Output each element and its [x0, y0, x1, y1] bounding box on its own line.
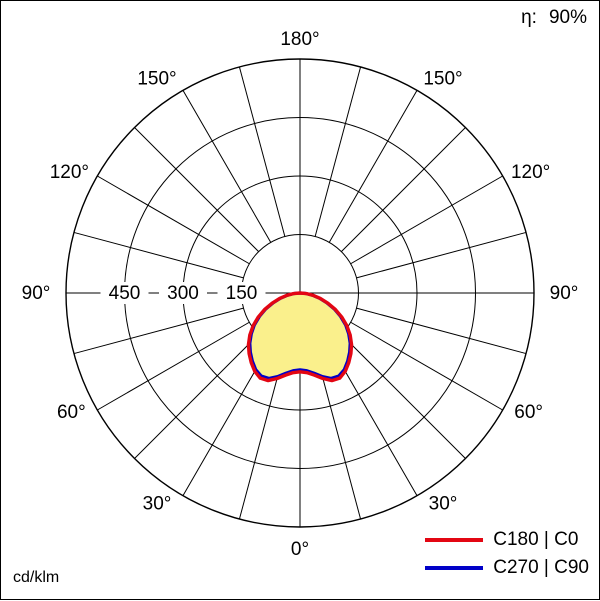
grid-spoke-285 — [73, 307, 244, 355]
grid-spoke-195 — [238, 66, 286, 237]
angle-label-150-right: 150° — [423, 68, 462, 89]
distribution-fill — [248, 293, 352, 381]
grid-spoke-315 — [134, 334, 259, 459]
legend-item-c270-c90[interactable]: C270 | C90 — [425, 557, 589, 579]
efficiency-symbol: η: — [521, 7, 537, 28]
grid-spoke-45 — [341, 334, 466, 459]
angle-label-30-right: 30° — [429, 494, 458, 515]
legend-swatch-red — [425, 538, 484, 542]
distribution-curves — [246, 291, 354, 383]
radial-tick-label-bg-450 — [100, 282, 149, 304]
grid-spoke-135 — [341, 127, 466, 252]
legend-item-c180-c0[interactable]: C180 | C0 — [425, 529, 589, 551]
angle-label-120-left: 120° — [50, 162, 89, 183]
angle-label-30-left: 30° — [143, 494, 172, 515]
grid-spoke-210 — [182, 90, 272, 243]
legend: C180 | C0 C270 | C90 — [425, 529, 589, 579]
axis-labels: 0° 30° 30° 60° 60° 90° 90° 120° 120° 150° 150° 180°… — [22, 29, 579, 560]
angle-label-150-left: 150° — [137, 68, 176, 89]
radial-tick-label-bg-300 — [159, 282, 207, 304]
grid-spoke-150 — [328, 90, 418, 243]
angle-label-180-top: 180° — [280, 29, 319, 50]
grid-spoke-165 — [314, 66, 362, 237]
angle-label-0-bottom: 0° — [291, 539, 309, 560]
angle-label-90-left: 90° — [22, 283, 51, 304]
angle-label-120-right: 120° — [511, 162, 550, 183]
legend-label-c180-c0: C180 | C0 — [493, 529, 579, 550]
efficiency-value: 90% — [548, 7, 587, 28]
efficiency-readout: η: 90% — [521, 7, 587, 29]
grid-spoke-75 — [356, 307, 527, 355]
unit-label: cd/klm — [13, 569, 60, 586]
grid-spoke-300 — [97, 321, 250, 411]
angle-label-60-left: 60° — [57, 402, 86, 423]
radial-tick-label-450: 450 — [109, 283, 141, 304]
legend-label-c270-c90: C270 | C90 — [493, 557, 589, 578]
grid-spoke-105 — [356, 231, 527, 279]
polar-plot-area — [65, 58, 535, 528]
radial-tick-label-300: 300 — [167, 283, 199, 304]
grid-spoke-240 — [97, 175, 250, 265]
angle-label-60-right: 60° — [514, 402, 543, 423]
curve-c180-c0 — [246, 291, 354, 383]
radial-tick-label-150: 150 — [226, 283, 258, 304]
angle-label-90-right: 90° — [550, 283, 579, 304]
radial-tick-label-bg-150 — [217, 282, 266, 304]
legend-swatch-blue — [425, 566, 484, 570]
grid-spoke-225 — [134, 127, 259, 252]
grid-spoke-120 — [350, 175, 503, 265]
grid-spoke-60 — [350, 321, 503, 411]
grid-spoke-255 — [73, 231, 244, 279]
